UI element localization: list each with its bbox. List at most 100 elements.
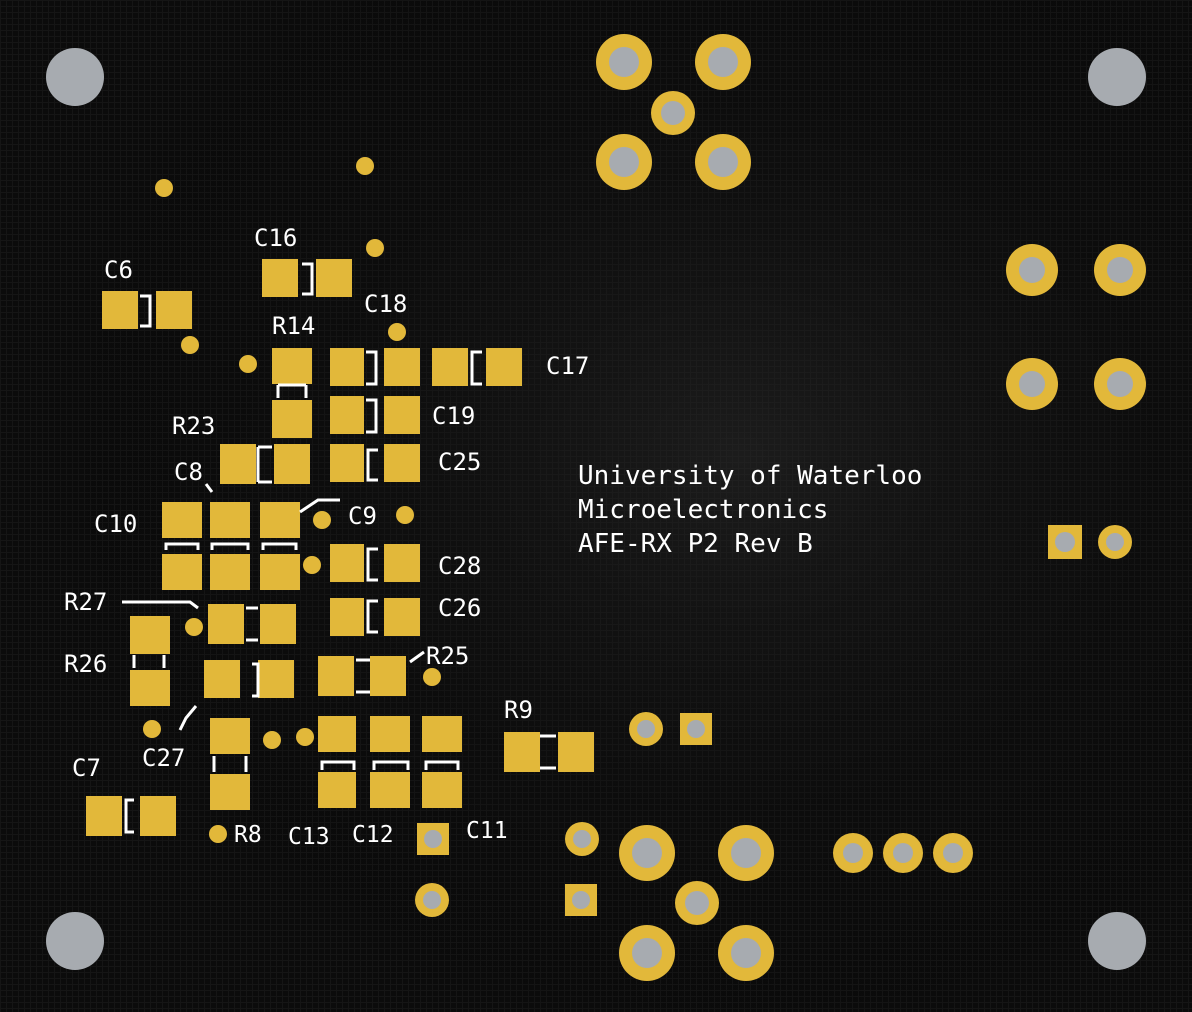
board-title-line2: Microelectronics (578, 495, 828, 525)
mounting-holes (46, 48, 1146, 970)
smd-pad (330, 598, 364, 636)
smd-pad (384, 348, 420, 386)
outline-r14 (276, 383, 308, 398)
via (303, 556, 321, 574)
label-c6: C6 (104, 256, 133, 284)
label-r27: R27 (64, 588, 107, 616)
drill-hole (1107, 371, 1133, 397)
label-c13: C13 (288, 824, 330, 850)
label-c19: C19 (432, 402, 475, 430)
outline-r9 (540, 734, 556, 770)
smd-pad (86, 796, 122, 836)
drill-layer (423, 47, 1133, 968)
outline-c11 (424, 760, 460, 770)
smd-pad (432, 348, 468, 386)
outline-c12 (372, 760, 410, 770)
silkscreen-outlines (122, 262, 556, 834)
outline-c28 (366, 547, 378, 582)
outline-c7 (124, 798, 134, 834)
leader-r25 (409, 650, 425, 664)
smd-pad (220, 444, 256, 484)
silkscreen-labels: C6 C16 C18 R14 C17 C19 R23 C25 C8 C9 C10… (64, 224, 922, 850)
smd-pad (370, 772, 410, 808)
smd-pad (384, 598, 420, 636)
label-c10: C10 (94, 510, 137, 538)
outline-r26 (132, 655, 166, 668)
outline-r25 (356, 658, 370, 694)
leader-c27 (178, 705, 198, 731)
mounting-hole (46, 48, 104, 106)
smd-pad (330, 444, 364, 482)
smd-pad (156, 291, 192, 329)
via (155, 179, 173, 197)
via (396, 506, 414, 524)
smd-pad (370, 716, 410, 752)
drill-hole (708, 147, 738, 177)
smd-pad (504, 732, 540, 772)
smd-pad (210, 502, 250, 538)
drill-hole (943, 843, 963, 863)
smd-pad (272, 400, 312, 438)
smd-pad (384, 444, 420, 482)
label-c12: C12 (352, 822, 394, 848)
outline-c18 (366, 350, 378, 386)
mounting-hole (46, 912, 104, 970)
label-c16: C16 (254, 224, 297, 252)
smd-pad (318, 772, 356, 808)
outline-c6 (140, 294, 152, 328)
outline-c25 (366, 448, 378, 482)
drill-hole (661, 101, 685, 125)
label-c25: C25 (438, 448, 481, 476)
drill-hole (424, 830, 442, 848)
outline-c13 (320, 760, 356, 770)
smd-pad (260, 604, 296, 644)
smd-pad (330, 348, 364, 386)
mounting-hole (1088, 48, 1146, 106)
smd-pad (486, 348, 522, 386)
drill-hole (1019, 257, 1045, 283)
drill-hole (572, 891, 590, 909)
smd-pad (208, 604, 244, 644)
smd-pad (140, 796, 176, 836)
via (239, 355, 257, 373)
drill-hole (573, 830, 591, 848)
label-c27: C27 (142, 744, 185, 772)
label-r9: R9 (504, 696, 533, 724)
drill-hole (708, 47, 738, 77)
smd-pad (262, 259, 298, 297)
outline-c17 (470, 350, 482, 386)
smd-pad (162, 554, 202, 590)
leader-c9 (299, 498, 340, 514)
smd-pad (204, 660, 240, 698)
drill-hole (731, 938, 761, 968)
smd-pad (274, 444, 310, 484)
drill-hole (1055, 532, 1075, 552)
drill-hole (843, 843, 863, 863)
smd-pad (102, 291, 138, 329)
smd-pad (330, 544, 364, 582)
drill-hole (1019, 371, 1045, 397)
outline-c10c (261, 542, 298, 550)
drill-hole (609, 147, 639, 177)
drill-hole (893, 843, 913, 863)
smd-pad (210, 554, 250, 590)
outline-r27 (246, 606, 258, 642)
drill-hole (637, 720, 655, 738)
leader-r27 (122, 600, 199, 610)
smd-pad (272, 348, 312, 384)
via (366, 239, 384, 257)
outline-rmid (252, 662, 260, 698)
drill-hole (685, 891, 709, 915)
smd-pad (422, 716, 462, 752)
smd-pad (130, 670, 170, 706)
via (313, 511, 331, 529)
via (423, 668, 441, 686)
via (296, 728, 314, 746)
drill-hole (632, 938, 662, 968)
board-title-line1: University of Waterloo (578, 461, 922, 491)
via (356, 157, 374, 175)
label-c9: C9 (348, 502, 377, 530)
smd-pad (130, 616, 170, 654)
smd-pad (258, 660, 294, 698)
